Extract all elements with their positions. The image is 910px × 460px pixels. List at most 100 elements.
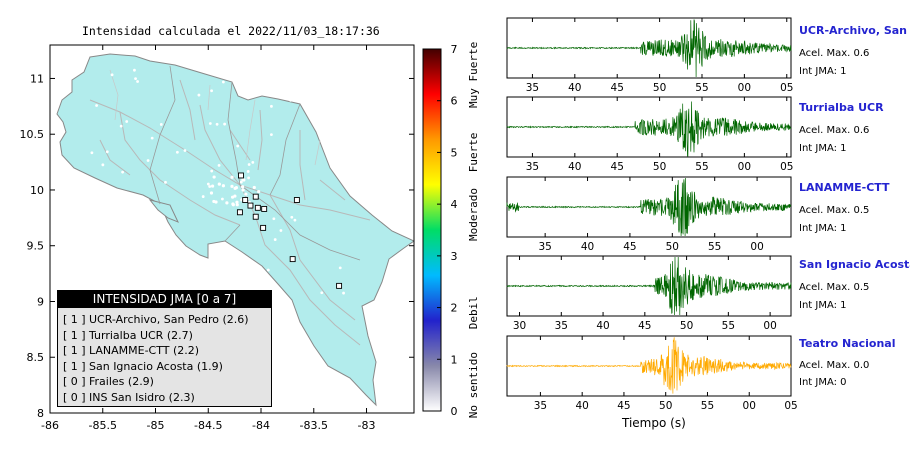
trace-tick-label: 00: [738, 161, 751, 173]
intensity-legend: INTENSIDAD JMA [0 a 7] [ 1 ] UCR-Archivo,…: [57, 290, 272, 407]
town-dot: [346, 112, 350, 115]
trace-tick-label: 35: [526, 161, 539, 173]
town-dot: [233, 186, 237, 190]
trace-tick-label: 55: [695, 161, 708, 173]
legend-item: [ 0 ] Frailes (2.9): [58, 374, 271, 390]
color-scale-ticks: 0 1 2 3 4 5 6 7: [437, 43, 458, 418]
map-y-tick-label: 8: [37, 407, 44, 420]
map-x-tick-label: -83.5: [300, 419, 328, 432]
scale-band-label: Moderado: [467, 188, 480, 241]
legend-item: [ 0 ] INS San Isidro (2.3): [58, 390, 271, 406]
trace-tick-label: 45: [611, 82, 624, 94]
town-dot: [150, 259, 154, 263]
station-accel-4: Acel. Max. 0.0: [799, 360, 870, 371]
town-dot: [233, 259, 237, 263]
town-dot: [109, 270, 113, 274]
town-dot: [150, 136, 154, 140]
trace-tick-label: 40: [575, 400, 588, 412]
town-dot: [105, 150, 109, 154]
town-dot: [210, 169, 214, 173]
town-dot: [209, 191, 214, 195]
legend-item-label: LANAMME-CTT (2.2): [89, 344, 200, 357]
trace-panel-0: 35 40 45 50 55 00 05: [506, 17, 793, 94]
station-name-4: Teatro Nacional: [799, 337, 896, 350]
scale-tick-label: 3: [451, 250, 458, 263]
map-y-tick-label: 10: [30, 184, 44, 197]
scale-tick-label: 5: [451, 146, 458, 159]
trace-tick-label: 05: [780, 82, 793, 94]
trace-tick-label: 00: [738, 82, 751, 94]
station-marker: [247, 202, 254, 209]
town-dot: [223, 122, 227, 126]
town-dot: [210, 184, 215, 188]
town-dot: [247, 163, 251, 166]
legend-item-jma: [ 0 ]: [63, 390, 86, 404]
town-dot: [273, 238, 277, 241]
trace-tick-label: 00: [763, 320, 776, 332]
station-marker: [238, 172, 244, 179]
station-accel-2: Acel. Max. 0.5: [799, 205, 870, 216]
waveform-trace: [506, 19, 792, 78]
map-x-tick-label: -85: [147, 419, 165, 432]
station-marker: [252, 213, 259, 220]
town-dot: [230, 175, 234, 179]
town-dot: [235, 203, 239, 207]
legend-item-label: INS San Isidro (2.3): [89, 390, 195, 404]
map-frame: [49, 44, 415, 414]
station-name-3: San Ignacio Acosta: [799, 258, 910, 271]
map-y-tick-label: 10.5: [20, 128, 45, 141]
trace-tick-label: 40: [568, 82, 581, 94]
town-dot: [122, 251, 126, 254]
station-marker: [252, 193, 259, 200]
waveform-trace: [506, 337, 792, 394]
town-dot: [210, 89, 213, 93]
trace-tick-label: 40: [568, 161, 581, 173]
town-dot: [134, 77, 137, 81]
town-dot: [101, 163, 105, 167]
town-dot: [130, 246, 133, 250]
town-dot: [217, 163, 221, 167]
legend-item-jma: [ 1 ]: [63, 359, 86, 373]
town-dot: [221, 80, 225, 84]
scale-band-label: Fuerte: [467, 133, 480, 173]
legend-item: [ 1 ] San Ignacio Acosta (1.9): [58, 359, 271, 375]
station-accel-1: Acel. Max. 0.6: [799, 125, 870, 136]
trace-tick-label: 45: [617, 400, 630, 412]
town-dot: [221, 184, 225, 188]
legend-item-label: UCR-Archivo, San Pedro (2.6): [89, 313, 249, 326]
legend-item-jma: [ 0 ]: [63, 375, 86, 388]
trace-tick-label: 55: [708, 241, 721, 253]
town-dot: [272, 217, 276, 221]
town-dot: [246, 170, 250, 173]
trace-tick-label: 50: [666, 241, 679, 253]
station-marker: [254, 204, 261, 211]
color-scale-bar: [422, 48, 442, 412]
town-dot: [257, 190, 261, 194]
town-dot: [346, 143, 350, 147]
trace-panel-4: 35 40 45 50 55 00 05: [506, 335, 798, 412]
town-dot: [95, 104, 98, 107]
town-dot: [121, 170, 125, 174]
town-dot: [235, 200, 239, 204]
color-scale-band-labels: No sentido Debil Moderado Fuerte Muy Fuerte: [467, 42, 480, 419]
town-dot: [206, 182, 210, 186]
town-dot: [233, 194, 237, 198]
town-dot: [215, 122, 219, 126]
map-x-tick-label: -86: [41, 419, 59, 432]
town-dot: [302, 100, 305, 103]
town-dot: [320, 291, 324, 295]
town-dot: [338, 266, 342, 270]
town-dot: [221, 197, 224, 201]
town-dot: [175, 150, 179, 154]
town-dot: [208, 122, 212, 125]
trace-tick-label: 45: [638, 320, 651, 332]
trace-tick-label: 50: [659, 400, 672, 412]
trace-tick-label: 50: [680, 320, 693, 332]
trace-tick-label: 45: [623, 241, 636, 253]
town-dot: [257, 88, 260, 92]
trace-tick-label: 50: [653, 161, 666, 173]
town-dots: [90, 68, 350, 300]
station-accel-0: Acel. Max. 0.6: [799, 48, 870, 59]
